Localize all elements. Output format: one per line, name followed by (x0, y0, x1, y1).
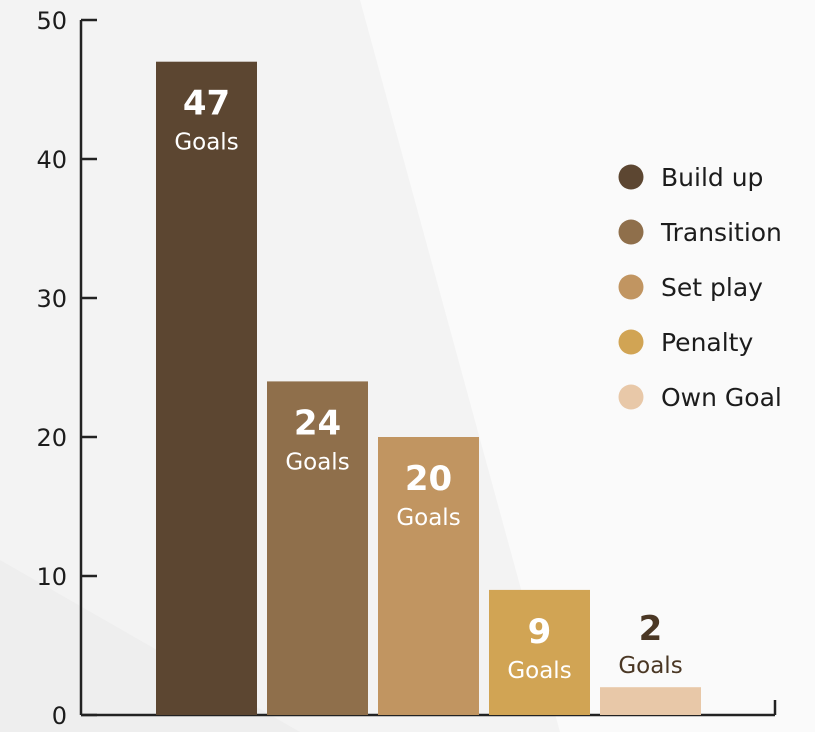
y-tick-label: 10 (36, 563, 67, 591)
y-tick-label: 30 (36, 285, 67, 313)
legend-swatch (618, 329, 644, 355)
y-tick-label: 40 (36, 146, 67, 174)
bar-value-label: 9 (528, 612, 552, 652)
legend: Build up Transition Set play Penalty Own Goa… (618, 163, 782, 412)
bar-transition (267, 381, 368, 715)
bar-value-label: 47 (183, 84, 230, 124)
bar-unit-label: Goals (174, 130, 238, 156)
legend-label: Transition (660, 218, 782, 247)
legend-label: Own Goal (661, 383, 782, 412)
legend-label: Set play (661, 273, 763, 302)
bar-unit-label: Goals (396, 505, 460, 531)
y-tick-label: 20 (36, 424, 67, 452)
bars (156, 61, 701, 715)
legend-swatch (618, 274, 644, 300)
bar-value-label: 20 (405, 459, 452, 499)
y-tick-label: 50 (36, 7, 67, 35)
legend-swatch (618, 384, 644, 410)
bar-value-label: 24 (294, 403, 341, 443)
y-tick-label: 0 (52, 702, 67, 730)
legend-label: Build up (661, 163, 763, 192)
legend-swatch (618, 164, 644, 190)
legend-swatch (618, 219, 644, 245)
bar-unit-label: Goals (507, 658, 571, 684)
bar-penalty (489, 589, 590, 715)
bar-unit-label: Goals (285, 449, 349, 475)
value-labels: 47 Goals 24 Goals 20 Goals 9 Goals 2 Goals (174, 84, 682, 684)
bar-build-up (156, 61, 257, 715)
bar-own-goal (600, 687, 701, 715)
bar-value-label: 2 (639, 609, 663, 649)
legend-label: Penalty (661, 328, 753, 357)
bar-set-play (378, 437, 479, 715)
bar-unit-label: Goals (618, 653, 682, 679)
